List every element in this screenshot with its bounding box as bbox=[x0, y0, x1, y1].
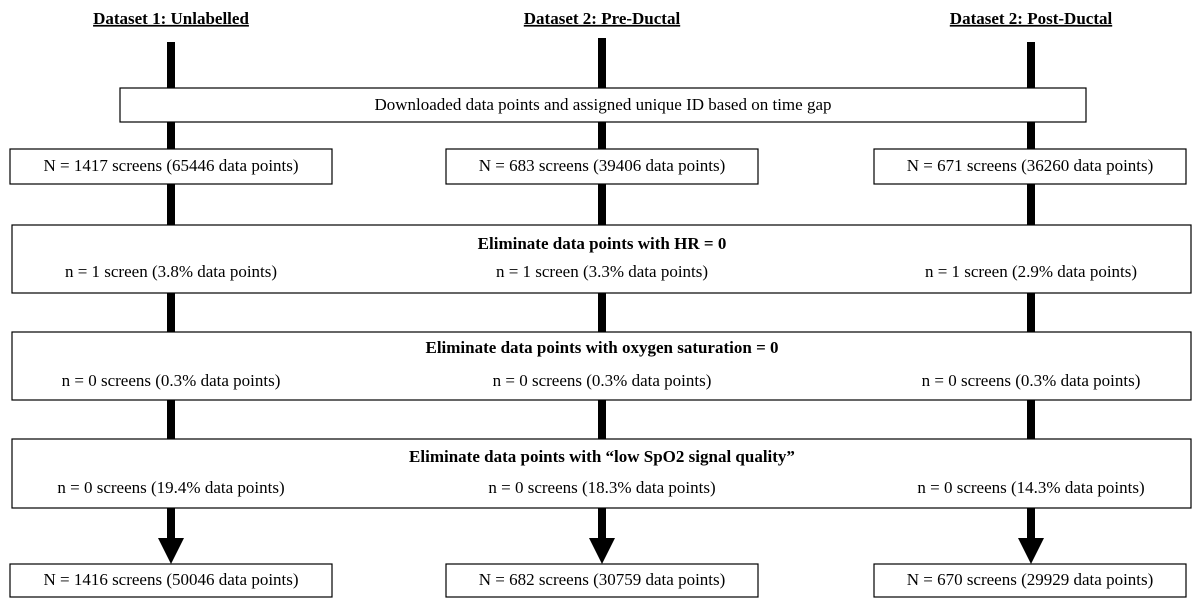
final-box bbox=[9, 563, 333, 598]
arrowhead bbox=[1018, 538, 1044, 564]
arrowhead bbox=[589, 538, 615, 564]
step-count: n = 0 screens (0.3% data points) bbox=[62, 371, 281, 390]
step-count: n = 0 screens (0.3% data points) bbox=[493, 371, 712, 390]
column-header: Dataset 2: Post-Ductal bbox=[950, 9, 1113, 28]
initial-text: N = 671 screens (36260 data points) bbox=[907, 156, 1154, 175]
step-count: n = 0 screens (0.3% data points) bbox=[922, 371, 1141, 390]
step-count: n = 1 screen (3.3% data points) bbox=[496, 262, 708, 281]
initial-text: N = 683 screens (39406 data points) bbox=[479, 156, 726, 175]
step-count: n = 0 screens (19.4% data points) bbox=[57, 478, 284, 497]
final-text: N = 1416 screens (50046 data points) bbox=[43, 570, 298, 589]
column-header: Dataset 2: Pre-Ductal bbox=[524, 9, 681, 28]
final-box bbox=[873, 563, 1187, 598]
step-box bbox=[11, 224, 1192, 294]
download-text: Downloaded data points and assigned uniq… bbox=[374, 95, 831, 114]
step-count: n = 1 screen (2.9% data points) bbox=[925, 262, 1137, 281]
step-title: Eliminate data points with “low SpO2 sig… bbox=[409, 447, 795, 466]
initial-box bbox=[9, 148, 333, 185]
column-header: Dataset 1: Unlabelled bbox=[93, 9, 249, 28]
step-title: Eliminate data points with oxygen satura… bbox=[425, 338, 778, 357]
final-box bbox=[445, 563, 759, 598]
step-count: n = 1 screen (3.8% data points) bbox=[65, 262, 277, 281]
initial-box bbox=[873, 148, 1187, 185]
final-text: N = 682 screens (30759 data points) bbox=[479, 570, 726, 589]
initial-box bbox=[445, 148, 759, 185]
step-box bbox=[11, 331, 1192, 401]
final-text: N = 670 screens (29929 data points) bbox=[907, 570, 1154, 589]
step-box bbox=[11, 438, 1192, 509]
download-box bbox=[119, 87, 1087, 123]
initial-text: N = 1417 screens (65446 data points) bbox=[43, 156, 298, 175]
arrowhead bbox=[158, 538, 184, 564]
step-title: Eliminate data points with HR = 0 bbox=[478, 234, 727, 253]
step-count: n = 0 screens (18.3% data points) bbox=[488, 478, 715, 497]
step-count: n = 0 screens (14.3% data points) bbox=[917, 478, 1144, 497]
